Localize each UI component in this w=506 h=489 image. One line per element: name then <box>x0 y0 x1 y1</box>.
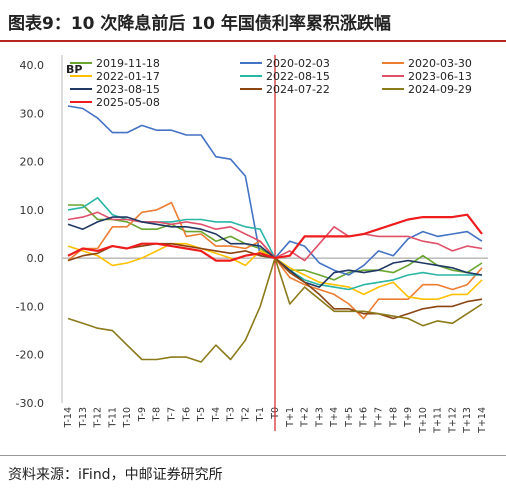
x-tick-label: T+12 <box>447 407 458 434</box>
series-line-2025-05-08 <box>67 213 483 262</box>
y-tick-label: 20.0 <box>20 156 45 169</box>
y-axis-unit: BP <box>66 63 82 76</box>
x-tick-label: T+5 <box>344 407 355 428</box>
x-tick-label: T+7 <box>374 407 385 428</box>
line-chart: 40.0 30.0 20.0 10.0 0.0 -10.0 -20.0 -30.0 BP T-14… <box>16 55 488 434</box>
x-tick-label: T+9 <box>403 407 414 428</box>
x-tick-label: T-4 <box>211 407 222 422</box>
x-tick-label: T-12 <box>93 407 104 428</box>
legend-label: 2024-07-22 <box>266 83 330 96</box>
x-tick-label: T-2 <box>240 407 251 422</box>
x-tick-label: T-6 <box>181 407 192 422</box>
x-tick-label: T-13 <box>78 407 89 428</box>
x-tick-label: T+8 <box>388 407 399 428</box>
x-tick-label: T+13 <box>462 407 473 434</box>
x-tick-label: T-5 <box>196 407 207 422</box>
x-tick-label: T-10 <box>122 407 133 428</box>
y-tick-label: 0.0 <box>27 252 45 265</box>
legend-label: 2024-09-29 <box>408 83 472 96</box>
x-tick-label: T+3 <box>314 407 325 428</box>
y-tick-label: 10.0 <box>20 204 45 217</box>
x-tick-label: T-1 <box>255 407 266 422</box>
title-bar: 图表9：10 次降息前后 10 年国债利率累积涨跌幅 <box>0 0 506 42</box>
legend-label: 2022-01-17 <box>96 70 160 83</box>
x-tick-label: T-9 <box>137 407 148 422</box>
legend-label: 2019-11-18 <box>96 57 160 70</box>
legend-label: 2023-08-15 <box>96 83 160 96</box>
y-tick-label: 30.0 <box>20 107 45 120</box>
legend-label: 2023-06-13 <box>408 70 472 83</box>
x-tick-label: T+11 <box>433 407 444 434</box>
x-tick-label: T+2 <box>300 407 311 428</box>
x-tick-label: T+4 <box>329 407 340 428</box>
source-bar: 资料来源：iFind，中邮证券研究所 <box>0 455 506 489</box>
legend-label: 2020-03-30 <box>408 57 472 70</box>
x-tick-label: T-11 <box>107 407 118 428</box>
chart-title: 图表9：10 次降息前后 10 年国债利率累积涨跌幅 <box>8 14 391 34</box>
y-tick-label: -10.0 <box>16 300 44 313</box>
x-tick-label: T+10 <box>418 407 429 434</box>
x-tick-label: T-14 <box>63 407 74 428</box>
x-tick-label: T-7 <box>167 407 178 422</box>
y-tick-label: 40.0 <box>20 59 45 72</box>
x-tick-label: T+14 <box>477 407 488 434</box>
legend-label: 2022-08-15 <box>266 70 330 83</box>
x-tick-label: T+6 <box>359 407 370 428</box>
legend-label: 2020-02-03 <box>266 57 330 70</box>
y-tick-label: -20.0 <box>16 349 44 362</box>
x-tick-label: T-8 <box>152 407 163 422</box>
y-tick-label: -30.0 <box>16 397 44 410</box>
x-tick-label: T+1 <box>285 407 296 428</box>
source-note: 资料来源：iFind，中邮证券研究所 <box>8 467 223 483</box>
legend-label: 2025-05-08 <box>96 96 160 109</box>
x-tick-label: T-3 <box>226 407 237 422</box>
